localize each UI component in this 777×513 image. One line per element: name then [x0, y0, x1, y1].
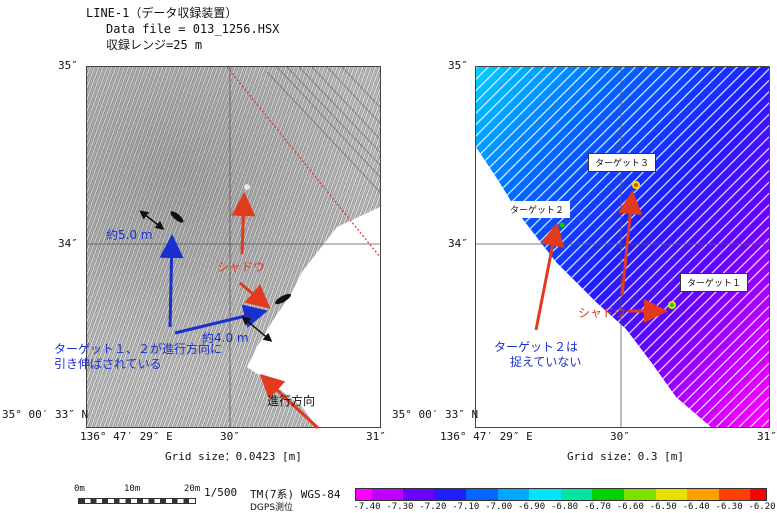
colorbar-segment	[371, 489, 388, 500]
left-y-tick-33: 35° 00′ 33″ N	[2, 408, 89, 421]
colorbar-segment	[671, 489, 688, 500]
colorbar-segment	[403, 489, 420, 500]
target-2-echo	[170, 211, 184, 223]
colorbar-segment	[718, 489, 735, 500]
target-3-label: ターゲット３	[588, 153, 657, 172]
colorbar-segment	[560, 489, 577, 500]
sonar-overlay	[87, 67, 380, 427]
note-not-captured-line1: ターゲット２は	[494, 340, 579, 354]
label-direction: 進行方向	[267, 394, 316, 408]
colorbar-tick-label: -6.70	[583, 502, 611, 512]
colorbar-segment	[387, 489, 404, 500]
colorbar-segment	[419, 489, 435, 500]
label-shadow-right: シャドウ	[578, 306, 627, 320]
header-range: 収録レンジ=25 m	[106, 38, 203, 52]
label-width-5m: 約5.0 m	[106, 228, 153, 242]
colorbar-tick-label: -6.90	[518, 502, 546, 512]
colorbar-ticks: -7.40 -7.30 -7.20 -7.10 -7.00 -6.90 -6.80 -6.70…	[350, 502, 777, 513]
colorbar-segment	[750, 489, 766, 500]
note-not-captured-line2: 捉えていない	[510, 355, 582, 369]
colorbar-tick-label: -6.60	[616, 502, 644, 512]
scale-ratio: 1/500	[204, 486, 238, 499]
colorbar-tick-label: -7.00	[485, 502, 513, 512]
right-y-tick-35: 35″	[448, 59, 468, 72]
colorbar-segment	[434, 489, 451, 500]
depth-colorbar	[355, 488, 767, 501]
colorbar-tick-label: -7.20	[419, 502, 447, 512]
left-grid-size: Grid size：0.0423 [m]	[165, 450, 302, 463]
left-y-tick-34: 34″	[58, 237, 78, 250]
colorbar-tick-label: -6.40	[682, 502, 710, 512]
colorbar-segment	[639, 489, 656, 500]
colorbar-tick-label: -6.30	[715, 502, 743, 512]
scale-tick-0: 0m	[74, 484, 85, 494]
target-2-label: ターゲット２	[504, 201, 571, 218]
label-width-4m: 約4.0 m	[202, 331, 249, 345]
right-x-tick-30: 30″	[610, 430, 630, 443]
colorbar-segment	[624, 489, 640, 500]
left-y-tick-35: 35″	[58, 59, 78, 72]
colorbar-segment	[592, 489, 609, 500]
colorbar-segment	[702, 489, 719, 500]
scale-bar	[78, 498, 196, 504]
header-line1: LINE-1（データ収録装置）	[86, 6, 238, 20]
bathymetry-panel: ターゲット３ ターゲット２ ターゲット１	[475, 66, 770, 428]
colorbar-segment	[466, 489, 483, 500]
right-y-tick-33: 35° 00′ 33″ N	[392, 408, 479, 421]
target-3-echo	[244, 184, 250, 190]
target-1-echo	[275, 293, 291, 305]
colorbar-tick-label: -6.80	[550, 502, 579, 512]
projection-text: TM(7系) WGS-84	[250, 488, 341, 501]
right-y-tick-34: 34″	[448, 237, 468, 250]
sonar-image-panel	[86, 66, 381, 428]
colorbar-segment	[356, 489, 372, 500]
colorbar-segment	[513, 489, 530, 500]
colorbar-segment	[734, 489, 751, 500]
colorbar-segment	[655, 489, 672, 500]
colorbar-tick-label: -7.10	[452, 502, 480, 512]
left-x-tick-31: 31″	[366, 430, 386, 443]
scale-tick-10: 10m	[124, 484, 141, 494]
note-stretched-line2: 引き伸ばされている	[54, 357, 162, 371]
colorbar-tick-label: -7.30	[386, 502, 414, 512]
colorbar-tick-label: -6.50	[649, 502, 677, 512]
note-stretched-line1: ターゲット１、２が進行方向に	[54, 342, 223, 356]
colorbar-segment	[608, 489, 625, 500]
header-data-file: Data file = 013_1256.HSX	[106, 22, 280, 36]
colorbar-segment	[497, 489, 514, 500]
colorbar-segment	[482, 489, 498, 500]
right-x-tick-29: 136° 47′ 29″ E	[440, 430, 533, 443]
right-x-tick-31: 31″	[757, 430, 777, 443]
target-1-label: ターゲット１	[680, 273, 749, 292]
colorbar-segment	[529, 489, 546, 500]
label-shadow-left: シャドウ	[217, 260, 266, 274]
colorbar-segment	[450, 489, 467, 500]
left-x-tick-30: 30″	[220, 430, 240, 443]
scale-tick-20: 20m	[184, 484, 201, 494]
colorbar-segment	[545, 489, 561, 500]
colorbar-tick-label: -6.20	[748, 502, 776, 512]
colorbar-tick-label: -7.40	[353, 502, 381, 512]
bathymetry-map	[476, 67, 769, 427]
right-grid-size: Grid size：0.3 [m]	[567, 450, 684, 463]
colorbar-segment	[576, 489, 593, 500]
colorbar-segment	[687, 489, 703, 500]
survey-method: DGPS測位	[250, 503, 294, 513]
left-x-tick-29: 136° 47′ 29″ E	[80, 430, 173, 443]
